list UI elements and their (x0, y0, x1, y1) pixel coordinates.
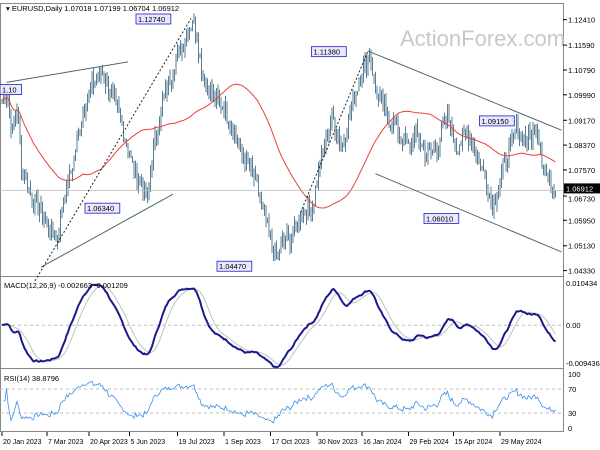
y-tick-label: 1.05950 (568, 216, 595, 225)
trendline (34, 18, 192, 282)
macd-y-label: 0.010434 (566, 279, 597, 288)
price-label-box (479, 115, 515, 127)
trendline (40, 193, 174, 268)
y-tick-label: 1.08370 (568, 141, 595, 150)
x-tick-label: 20 Jan 2023 (3, 439, 42, 446)
y-tick-label: 1.06730 (568, 194, 595, 203)
x-tick-label: 30 Nov 2023 (318, 439, 358, 446)
price-label-box (0, 84, 23, 95)
x-tick-label: 29 May 2024 (501, 439, 542, 446)
macd-title: MACD(12,26,9) -0.002663 -0.001209 (4, 281, 128, 290)
y-tick-label: 1.12410 (568, 16, 595, 25)
price-label-box (423, 213, 460, 224)
x-tick-label: 15 Apr 2024 (455, 439, 493, 446)
last-price-label: 1.06912 (566, 184, 593, 193)
rsi-y-label: 30 (568, 409, 576, 418)
price-label-box (311, 46, 347, 58)
macd-y-label: 0.00 (566, 321, 581, 330)
trendline (6, 61, 129, 83)
price-label: 1.06010 (426, 214, 453, 223)
macd-line (1, 283, 557, 369)
x-tick-label: 29 Feb 2024 (410, 439, 449, 446)
x-tick-label: 17 Oct 2023 (272, 439, 310, 446)
trendline (367, 50, 562, 131)
last-price-box (564, 183, 600, 194)
y-tick-label: 1.09990 (568, 91, 595, 100)
price-label-box (216, 260, 253, 272)
y-tick-label: 1.10790 (568, 66, 595, 75)
rsi-y-label: 0 (568, 424, 572, 433)
price-label: 1.06340 (87, 204, 114, 213)
price-label: 1.10 (2, 86, 17, 95)
y-tick-label: 1.07570 (568, 166, 595, 175)
price-label: 1.12740 (138, 15, 165, 24)
rsi-title: RSI(14) 38.8796 (4, 374, 59, 383)
price-label: 1.11380 (314, 48, 341, 57)
symbol-title: ▾ EURUSD,Daily 1.07018 1.07199 1.06704 1… (6, 4, 179, 13)
price-label: 1.09150 (482, 117, 509, 126)
x-tick-label: 5 Jun 2023 (131, 439, 166, 446)
x-tick-label: 19 Jul 2023 (179, 439, 215, 446)
watermark: ActionForex.com (400, 26, 565, 51)
rsi-y-label: 100 (568, 370, 581, 379)
price-label-box (135, 13, 172, 25)
y-tick-label: 1.09170 (568, 116, 595, 125)
x-tick-label: 20 Apr 2023 (90, 439, 128, 446)
y-tick-label: 1.11590 (568, 41, 595, 50)
rsi-y-label: 70 (568, 385, 576, 394)
rsi-line (3, 380, 556, 424)
macd-signal-line (1, 285, 556, 366)
x-tick-label: 16 Jan 2024 (363, 439, 402, 446)
y-tick-label: 1.05130 (568, 242, 595, 251)
y-tick-label: 1.04330 (568, 267, 595, 276)
x-tick-label: 7 Mar 2023 (48, 439, 84, 446)
price-label-box (84, 202, 121, 214)
sma-line (1, 83, 556, 209)
macd-y-label: -0.009436 (566, 359, 600, 368)
trendline (300, 50, 369, 213)
trendline (375, 173, 562, 253)
x-tick-label: 1 Sep 2023 (225, 439, 261, 446)
price-label: 1.04470 (219, 262, 246, 271)
